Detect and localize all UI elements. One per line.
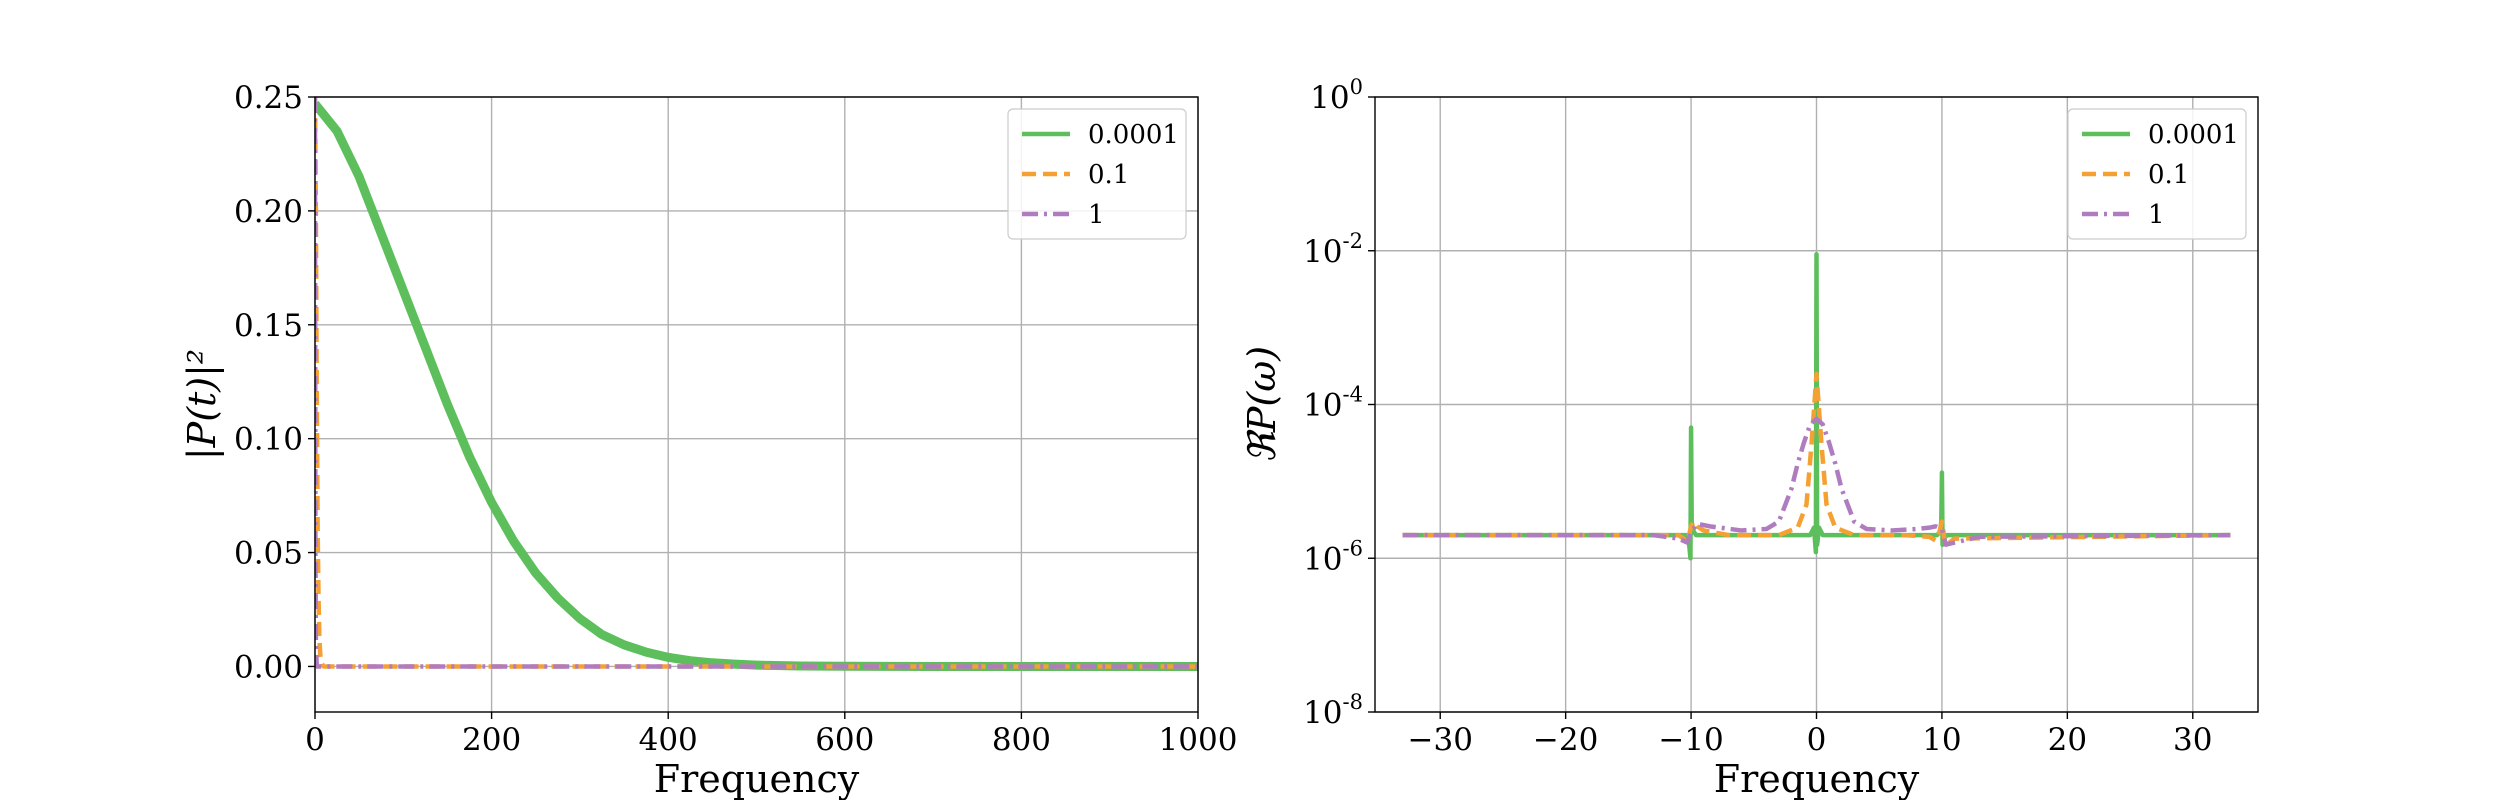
series-line-2 bbox=[315, 97, 1198, 669]
legend-box bbox=[2067, 108, 2247, 240]
chart-2: −30 −20 −10 0 10 20 30 10-8 10-6 10-4 10-2 100 Frequ… bbox=[1240, 75, 2259, 800]
y-tick-label: 10-6 bbox=[1303, 536, 1363, 577]
y-tick-label: 0.05 bbox=[234, 536, 303, 572]
y-tick-label: 0.15 bbox=[234, 308, 303, 344]
y-tick-label: 0.00 bbox=[234, 649, 303, 685]
legend: 0.0001 0.1 1 bbox=[1007, 108, 1187, 240]
x-tick-label: 1000 bbox=[1159, 722, 1238, 758]
x-tick-label: 400 bbox=[639, 722, 698, 758]
legend-entry: 1 bbox=[1088, 200, 1105, 230]
x-tick-label: 30 bbox=[2173, 722, 2212, 758]
y-tick-label: 0.25 bbox=[234, 80, 303, 116]
x-tick-label: 800 bbox=[992, 722, 1051, 758]
x-tick-label: 10 bbox=[1922, 722, 1961, 758]
y-tick-label: 0.20 bbox=[234, 194, 303, 230]
series-line-1 bbox=[1402, 252, 2231, 561]
legend-box bbox=[1007, 108, 1187, 240]
x-tick-label: 0 bbox=[1807, 722, 1827, 758]
legend: 0.0001 0.1 1 bbox=[2067, 108, 2247, 240]
series-line-3 bbox=[1402, 416, 2231, 547]
legend-entry: 0.0001 bbox=[2148, 120, 2239, 150]
legend-entry: 0.1 bbox=[2148, 160, 2189, 190]
x-axis-label: Frequency bbox=[1714, 757, 1920, 800]
y-axis-label: ℜP(ω) bbox=[1240, 346, 1284, 463]
x-tick-label: 200 bbox=[462, 722, 521, 758]
y-tick-label: 10-4 bbox=[1303, 383, 1363, 424]
x-axis-label: Frequency bbox=[654, 757, 860, 800]
legend-entry: 1 bbox=[2148, 200, 2165, 230]
series-line-2 bbox=[1402, 371, 2231, 550]
y-tick-label: 100 bbox=[1310, 75, 1363, 116]
y-axis-label: |P(t)|² bbox=[180, 349, 224, 460]
legend-entry: 0.0001 bbox=[1088, 120, 1179, 150]
y-tick-label: 0.10 bbox=[234, 422, 303, 458]
chart-1: 0 200 400 600 800 1000 0.00 0.05 0.10 0.15 0.20 0.2… bbox=[180, 80, 1237, 800]
x-tick-label: 20 bbox=[2048, 722, 2087, 758]
x-tick-label: −30 bbox=[1408, 722, 1473, 758]
y-tick-label: 10-8 bbox=[1303, 690, 1363, 731]
x-tick-label: −10 bbox=[1658, 722, 1723, 758]
plot-frame bbox=[314, 96, 1199, 713]
legend-entry: 0.1 bbox=[1088, 160, 1129, 190]
x-tick-label: −20 bbox=[1533, 722, 1598, 758]
x-tick-label: 0 bbox=[305, 722, 325, 758]
y-tick-label: 10-2 bbox=[1303, 229, 1363, 270]
x-tick-label: 600 bbox=[815, 722, 874, 758]
